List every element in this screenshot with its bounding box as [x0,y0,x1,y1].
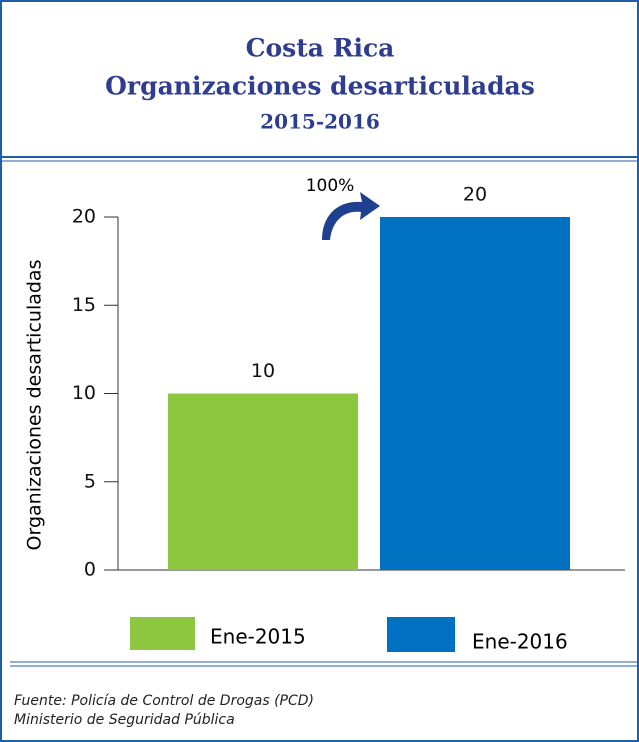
legend-swatch [387,617,455,652]
data-label: 20 [463,184,487,206]
bar [168,393,358,570]
y-tick-label: 20 [72,206,96,228]
chart-subtitle: Organizaciones desarticuladas [105,72,535,101]
arrow [322,192,380,240]
y-tick-label: 0 [84,559,96,581]
y-tick-label: 15 [72,294,96,316]
source: Fuente: Policía de Control de Drogas (PC… [14,693,314,709]
chart-title: Costa Rica [246,34,395,63]
annotation: 100% [306,176,355,196]
y-axis-label: Organizaciones desarticuladas [24,260,46,551]
legend-label: Ene-2015 [210,625,306,649]
y-tick-label: 10 [72,382,96,404]
legend-label: Ene-2016 [472,630,568,654]
source: Ministerio de Seguridad Pública [14,712,235,728]
data-label: 10 [251,360,275,382]
bar [380,217,570,570]
y-tick-label: 5 [84,470,96,492]
legend-swatch [130,617,195,650]
period: 2015-2016 [260,110,380,134]
